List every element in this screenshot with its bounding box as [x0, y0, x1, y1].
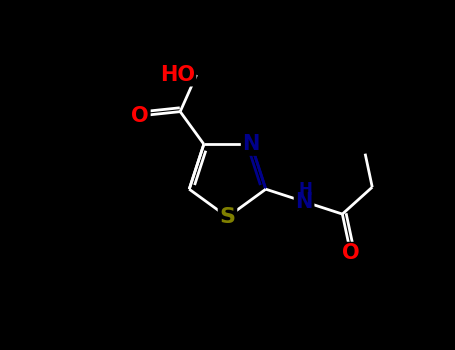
- Text: S: S: [219, 207, 236, 227]
- Text: HO: HO: [160, 65, 195, 85]
- Text: N: N: [295, 192, 313, 212]
- Text: O: O: [131, 106, 149, 126]
- Text: N: N: [243, 134, 260, 154]
- Text: O: O: [342, 244, 359, 264]
- Text: H: H: [298, 181, 312, 199]
